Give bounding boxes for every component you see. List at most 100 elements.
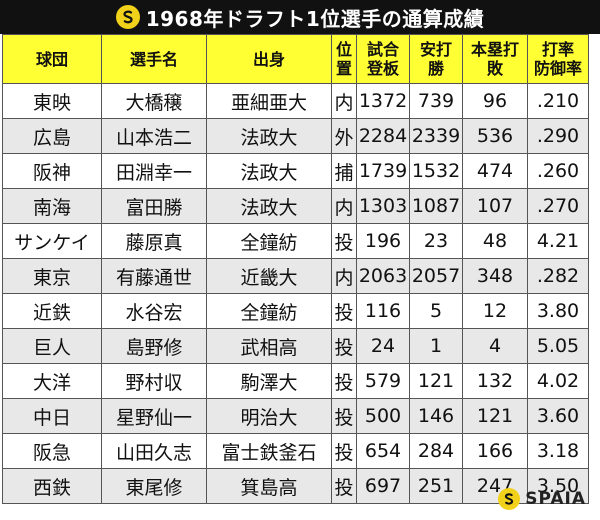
cell-avg: 3.18 [527, 433, 589, 469]
cell-avg: 3.80 [527, 293, 589, 329]
table-row: 阪急 山田久志 富士鉄釜石投 654 284 166 3.18 [2, 433, 589, 469]
cell-player: 野村収 [101, 363, 207, 399]
cell-games: 196 [356, 223, 410, 259]
header-avg-line1: 打率 [541, 40, 574, 59]
cell-player: 東尾修 [101, 468, 207, 504]
cell-hits: 23 [409, 223, 463, 259]
header-player: 選手名 [101, 34, 207, 84]
cell-avg: .210 [527, 83, 589, 119]
cell-position: 投 [331, 363, 357, 399]
cell-position: 投 [331, 433, 357, 469]
cell-position: 内 [331, 258, 357, 294]
cell-team: 西鉄 [2, 468, 102, 504]
cell-hits: 2057 [409, 258, 463, 294]
cell-team: 阪神 [2, 153, 102, 189]
cell-origin: 箕島高 [206, 468, 332, 504]
table-header-row: 球団 選手名 出身 位 置 試合 登板 安打 勝 本塁打 敗 打率 防御率 [2, 34, 589, 84]
cell-player: 藤原真 [101, 223, 207, 259]
cell-games: 2063 [356, 258, 410, 294]
cell-position: 投 [331, 468, 357, 504]
cell-player: 山田久志 [101, 433, 207, 469]
stats-table: 球団 選手名 出身 位 置 試合 登板 安打 勝 本塁打 敗 打率 防御率 [2, 34, 589, 504]
header-games-line1: 試合 [366, 40, 399, 59]
header-hits-line2: 勝 [427, 59, 444, 78]
table-row: サンケイ 藤原真 全鐘紡投 196 23 48 4.21 [2, 223, 589, 259]
cell-player: 大橋穣 [101, 83, 207, 119]
table-row: 阪神 田淵幸一 法政大捕 1739 1532 474.260 [2, 153, 589, 189]
header-hr-line1: 本塁打 [470, 40, 519, 59]
header-position-line1: 位 [335, 40, 352, 59]
cell-games: 697 [356, 468, 410, 504]
cell-hr: 96 [462, 83, 528, 119]
cell-hits: 284 [409, 433, 463, 469]
cell-origin: 明治大 [206, 398, 332, 434]
cell-position: 内 [331, 188, 357, 224]
cell-avg: 5.05 [527, 328, 589, 364]
header-position: 位 置 [331, 34, 357, 84]
cell-player: 水谷宏 [101, 293, 207, 329]
cell-origin: 武相高 [206, 328, 332, 364]
cell-origin: 法政大 [206, 118, 332, 154]
cell-origin: 駒澤大 [206, 363, 332, 399]
table-row: 東京 有藤通世 近畿大内 2063 2057 348.282 [2, 258, 589, 294]
cell-player: 富田勝 [101, 188, 207, 224]
cell-games: 24 [356, 328, 410, 364]
cell-games: 579 [356, 363, 410, 399]
cell-origin: 法政大 [206, 153, 332, 189]
cell-hits: 5 [409, 293, 463, 329]
cell-avg: .260 [527, 153, 589, 189]
cell-hr: 536 [462, 118, 528, 154]
cell-avg: 3.50 [527, 468, 589, 504]
cell-avg: 4.21 [527, 223, 589, 259]
cell-team: 大洋 [2, 363, 102, 399]
cell-hr: 166 [462, 433, 528, 469]
table-row: 中日 星野仙一 明治大投 500 146 121 3.60 [2, 398, 589, 434]
cell-origin: 富士鉄釜石 [206, 433, 332, 469]
cell-origin: 全鐘紡 [206, 293, 332, 329]
cell-games: 1372 [356, 83, 410, 119]
cell-hits: 1532 [409, 153, 463, 189]
cell-hits: 121 [409, 363, 463, 399]
cell-games: 1739 [356, 153, 410, 189]
table-row: 大洋 野村収 駒澤大投 579 121 132 4.02 [2, 363, 589, 399]
footer-brand: SPAIA [525, 489, 586, 509]
cell-team: 近鉄 [2, 293, 102, 329]
header-games: 試合 登板 [356, 34, 410, 84]
header-avg-line2: 防御率 [533, 59, 582, 78]
table-row: 東映 大橋穣 亜細亜大内 1372 739 96.210 [2, 83, 589, 119]
spaia-footer-icon [498, 488, 521, 510]
cell-team: 中日 [2, 398, 102, 434]
table-row: 近鉄 水谷宏 全鐘紡投 116 5 12 3.80 [2, 293, 589, 329]
cell-player: 星野仙一 [101, 398, 207, 434]
cell-origin: 全鐘紡 [206, 223, 332, 259]
cell-hr: 132 [462, 363, 528, 399]
cell-games: 500 [356, 398, 410, 434]
cell-position: 内 [331, 83, 357, 119]
page-title: 1968年ドラフト1位選手の通算成績 [145, 6, 485, 31]
cell-games: 116 [356, 293, 410, 329]
header-hits-line1: 安打 [419, 40, 452, 59]
table-row: 南海 富田勝 法政大内 1303 1087 107.270 [2, 188, 589, 224]
header-team: 球団 [2, 34, 102, 84]
cell-hits: 1087 [409, 188, 463, 224]
cell-avg: .270 [527, 188, 589, 224]
header-games-line2: 登板 [366, 59, 399, 78]
cell-hits: 251 [409, 468, 463, 504]
cell-games: 1303 [356, 188, 410, 224]
footer-logo: SPAIA [498, 488, 586, 510]
cell-hits: 739 [409, 83, 463, 119]
cell-player: 田淵幸一 [101, 153, 207, 189]
cell-team: 東映 [2, 83, 102, 119]
cell-hr: 4 [462, 328, 528, 364]
cell-origin: 法政大 [206, 188, 332, 224]
cell-avg: .282 [527, 258, 589, 294]
cell-games: 654 [356, 433, 410, 469]
cell-hits: 1 [409, 328, 463, 364]
cell-origin: 亜細亜大 [206, 83, 332, 119]
cell-origin: 近畿大 [206, 258, 332, 294]
title-bar: 1968年ドラフト1位選手の通算成績 [0, 0, 600, 34]
header-hits: 安打 勝 [409, 34, 463, 84]
cell-player: 有藤通世 [101, 258, 207, 294]
header-position-line2: 置 [335, 59, 352, 78]
cell-hr: 474 [462, 153, 528, 189]
